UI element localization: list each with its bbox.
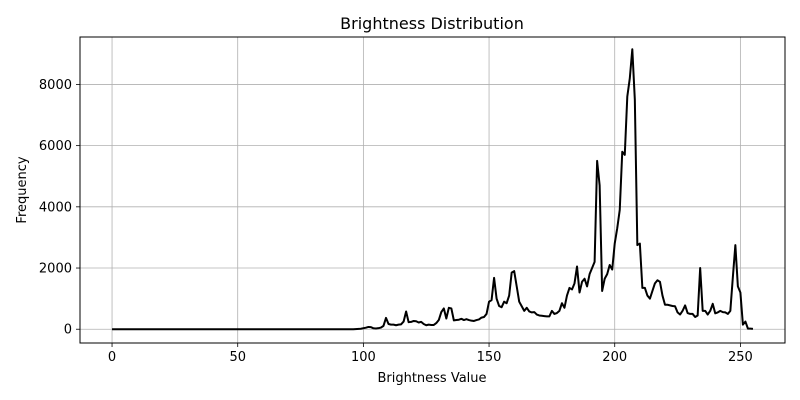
x-tick-label: 0 <box>108 350 116 365</box>
y-tick-label: 4000 <box>39 200 72 215</box>
y-tick-label: 8000 <box>39 78 72 93</box>
plot-area-frame <box>79 36 786 344</box>
x-axis-ticks: 0 50 100 150 200 250 <box>108 343 753 365</box>
series-line <box>112 48 754 331</box>
y-axis-ticks: 0 2000 4000 6000 8000 <box>39 78 80 338</box>
y-axis-label: Frequency <box>15 156 30 223</box>
chart-title: Brightness Distribution <box>340 14 524 33</box>
y-tick-label: 0 <box>64 323 72 338</box>
y-tick-label: 6000 <box>39 139 72 154</box>
x-tick-label: 100 <box>351 350 376 365</box>
x-tick-label: 150 <box>477 350 502 365</box>
grid-lines <box>80 37 785 343</box>
x-tick-label: 50 <box>229 350 246 365</box>
x-tick-label: 200 <box>602 350 627 365</box>
x-tick-label: 250 <box>728 350 753 365</box>
x-axis-label: Brightness Value <box>377 371 486 386</box>
y-tick-label: 2000 <box>39 262 72 277</box>
